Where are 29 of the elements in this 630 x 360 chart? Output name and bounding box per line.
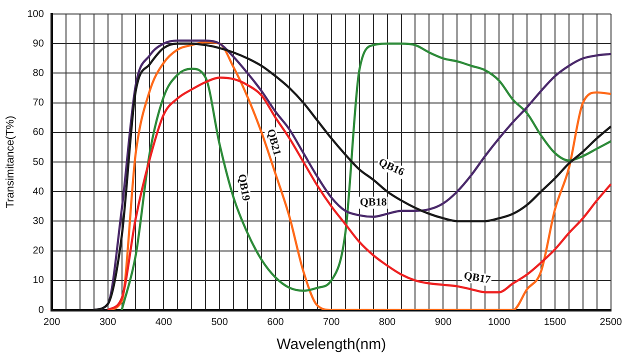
y-axis-title: Transimitance(T%)	[4, 116, 17, 208]
x-tick-label: 500	[211, 316, 228, 328]
y-tick-label: 80	[32, 68, 44, 79]
y-tick-label: 100	[27, 8, 44, 20]
y-tick-label: 40	[32, 186, 44, 198]
x-tick-label: 900	[434, 316, 452, 328]
y-tick-label: 50	[32, 156, 44, 168]
x-tick-label: 800	[378, 316, 396, 328]
y-tick-label: 20	[32, 246, 44, 257]
x-tick-label: 1000	[488, 316, 511, 328]
text: QB21	[264, 128, 283, 157]
y-tick-label: 70	[32, 98, 44, 109]
text: QB16	[376, 156, 407, 179]
x-tick-label: 400	[155, 316, 172, 328]
y-tick-label: 60	[32, 127, 44, 138]
x-tick-label: 700	[323, 316, 340, 328]
x-tick-label: 300	[99, 316, 117, 328]
y-tick-label: 90	[32, 38, 44, 50]
y-tick-label: 10	[32, 275, 44, 286]
text: QB19	[235, 173, 252, 202]
text: QB17	[462, 270, 492, 286]
y-tick-label: 0	[38, 304, 44, 316]
x-axis-title: Wavelength(nm)	[276, 336, 386, 354]
x-tick-label: 200	[44, 316, 61, 328]
x-tick-label: 2500	[600, 316, 622, 328]
y-tick-label: 30	[32, 216, 44, 227]
x-tick-label: 1500	[544, 316, 567, 328]
series-label: QB18	[360, 196, 388, 209]
x-tick-label: 600	[267, 316, 284, 328]
